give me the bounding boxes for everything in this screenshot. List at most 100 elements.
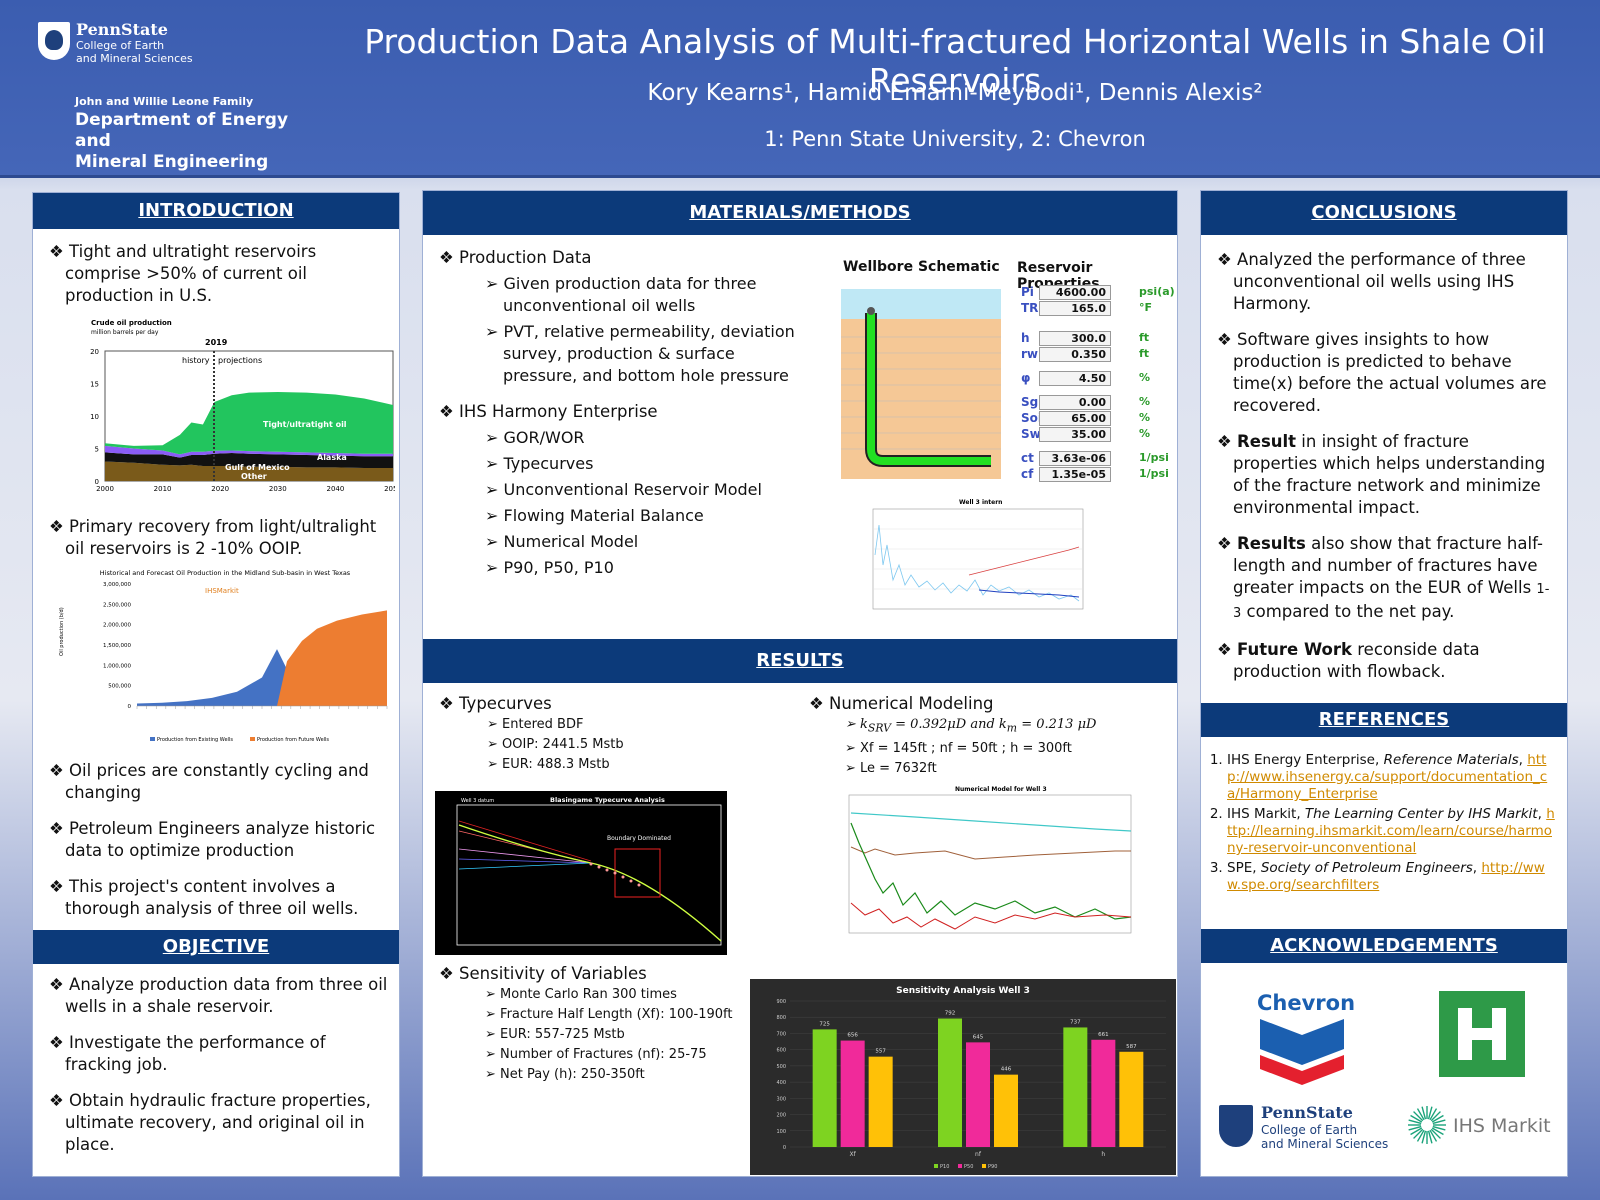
c1-label-gulf: Gulf of Mexico [225,463,290,472]
typecurves-sub-2: OOIP: 2441.5 Mstb [487,735,793,755]
c2-title: Historical and Forecast Oil Production i… [100,569,351,577]
numerical-sub-1: kSRV = 0.392μD and km = 0.213 μD [845,715,1173,739]
poster-title: Production Data Analysis of Multi-fractu… [364,22,1546,100]
ack-heading: ACKNOWLEDGEMENTS [1201,929,1567,963]
prop-value-field[interactable]: 300.0 [1039,331,1111,346]
prop-value-field[interactable]: 165.0 [1039,301,1111,316]
prop-unit: % [1139,427,1151,440]
blasingame-chart: Blasingame Typecurve Analysis Well 3 dat… [435,791,727,955]
c1-xtick: 2010 [154,485,172,493]
sensitivity-sub-3: EUR: 557-725 Mstb [485,1025,743,1045]
sa-legend-P50: P50 [964,1164,973,1170]
well3-intern-chart: Well 3 intern [859,495,1099,619]
conclusion-5: Future Work reconside data production wi… [1211,639,1557,683]
blasingame-title: Blasingame Typecurve Analysis [550,796,665,804]
reference-3: SPE, Society of Petroleum Engineers, htt… [1227,860,1557,894]
c1-history: history [182,356,210,365]
ihs-burst-icon [1408,1106,1446,1144]
c1-title: Crude oil production [91,319,172,327]
midland-chart: Historical and Forecast Oil Production i… [59,569,388,743]
methods-sub-8: P90, P50, P10 [485,557,803,579]
prop-unit: °F [1139,301,1153,314]
prop-unit: psi(a) [1139,285,1175,298]
authors: Kory Kearns¹, Hamid Emami-Meybodi¹, Denn… [647,80,1263,106]
c2-ytick: 500,000 [108,684,131,690]
logo-name: PennState [76,20,168,39]
c1-subtitle: million barrels per day [91,329,159,336]
c1-label-alaska: Alaska [317,453,347,462]
sa-bar-h-P10 [1063,1027,1088,1147]
c1-area-gulf-of-mexico [105,452,393,468]
prop-value-field[interactable]: 4.50 [1039,371,1111,386]
chevron-wordmark: Chevron [1257,991,1356,1015]
c1-area-alaska [105,445,393,458]
sa-bar-nf-P50 [966,1042,990,1147]
crude-oil-chart: Crude oil production million barrels per… [90,319,395,493]
prop-value-field[interactable]: 0.00 [1039,395,1111,410]
objective-bullet-1: Analyze production data from three oil w… [43,974,389,1018]
c1-xtick: 2000 [96,485,114,493]
prop-unit: 1/psi [1139,451,1169,464]
prop-value-field[interactable]: 4600.00 [1039,285,1111,300]
prop-symbol: TR [1021,301,1039,315]
typecurves-sub-1: Entered BDF [487,715,793,735]
c2-ytick: 0 [128,704,132,710]
reference-1: IHS Energy Enterprise, Reference Materia… [1227,752,1557,803]
prop-value-field[interactable]: 0.350 [1039,347,1111,362]
sensitivity-chart: Sensitivity Analysis Well 3 0 100 200 300 40… [750,979,1176,1175]
c2-ytick: 1,500,000 [103,643,131,649]
c1-xtick: 2050 [384,485,395,493]
c2-area-2 [137,610,387,706]
sa-ytick: 500 [776,1064,786,1070]
numerical-model-chart: Numerical Model for Well 3 [815,783,1159,951]
reference-1-link[interactable]: http://www.ihsenergy.ca/support/document… [1227,752,1548,802]
psu-ack-name: PennState [1261,1103,1353,1122]
numerical-block: Numerical Modeling kSRV = 0.392μD and km… [793,693,1173,779]
ihs-markit-logo: IHS Markit [1405,1103,1565,1149]
well3-label: Well 3 intern [959,499,1002,506]
reservoir-prop-2: h 300.0 ft [1021,331,1191,347]
c1-ytick: 20 [90,348,99,356]
reservoir-prop-9: cf 1.35e-05 1/psi [1021,467,1191,483]
prop-symbol: φ [1021,371,1031,385]
numerical-title: Numerical Modeling [803,693,1163,715]
prop-unit: % [1139,371,1151,384]
typecurves-sub-3: EUR: 488.3 Mstb [487,755,793,775]
prop-value-field[interactable]: 1.35e-05 [1039,467,1111,482]
intro-column: INTRODUCTION Tight and ultratight reserv… [32,192,400,1177]
sensitivity-sub-5: Net Pay (h): 250-350ft [485,1065,743,1085]
sa-ytick: 200 [776,1113,786,1119]
ihs-wordmark: IHS Markit [1453,1115,1551,1137]
prop-symbol: Pi [1021,285,1034,299]
reference-2-link[interactable]: http://learning.ihsmarkit.com/learn/cour… [1227,806,1555,856]
prop-symbol: h [1021,331,1030,345]
prop-unit: % [1139,395,1151,408]
methods-sub-6: Flowing Material Balance [485,505,803,527]
affiliations: 1: Penn State University, 2: Chevron [764,127,1146,151]
prop-value-field[interactable]: 65.00 [1039,411,1111,426]
conclusion-1: Analyzed the performance of three unconv… [1211,249,1557,315]
prop-symbol: rw [1021,347,1039,361]
reservoir-prop-7: Swi 35.00% [1021,427,1191,443]
objective-heading: OBJECTIVE [33,930,399,964]
prop-value-field[interactable]: 35.00 [1039,427,1111,442]
sa-ytick: 700 [776,1031,786,1037]
sa-legend-P90: P90 [988,1164,997,1170]
reservoir-prop-3: rw 0.350 ft [1021,347,1191,363]
sa-ytick: 600 [776,1048,786,1054]
c1-label-tight: Tight/ultratight oil [263,420,347,429]
c1-xtick: 2030 [269,485,287,493]
prop-symbol: ct [1021,451,1034,465]
c1-xtick: 2040 [326,485,344,493]
sa-bar-nf-P90 [994,1074,1018,1147]
sa-bar-h-P90 [1119,1051,1144,1147]
c2-ytick: 2,000,000 [103,623,131,629]
prop-unit: 1/psi [1139,467,1169,480]
reservoir-prop-1: TR 165.0 °F [1021,301,1191,317]
sa-value-label: 792 [945,1011,956,1017]
sa-legend-P10: P10 [940,1164,949,1170]
dept-family: John and Willie Leone Family [75,95,254,108]
prop-value-field[interactable]: 3.63e-06 [1039,451,1111,466]
conclusion-4: Results also show that fracture half-len… [1211,533,1557,625]
reference-3-link[interactable]: http://www.spe.org/searchfilters [1227,860,1545,893]
